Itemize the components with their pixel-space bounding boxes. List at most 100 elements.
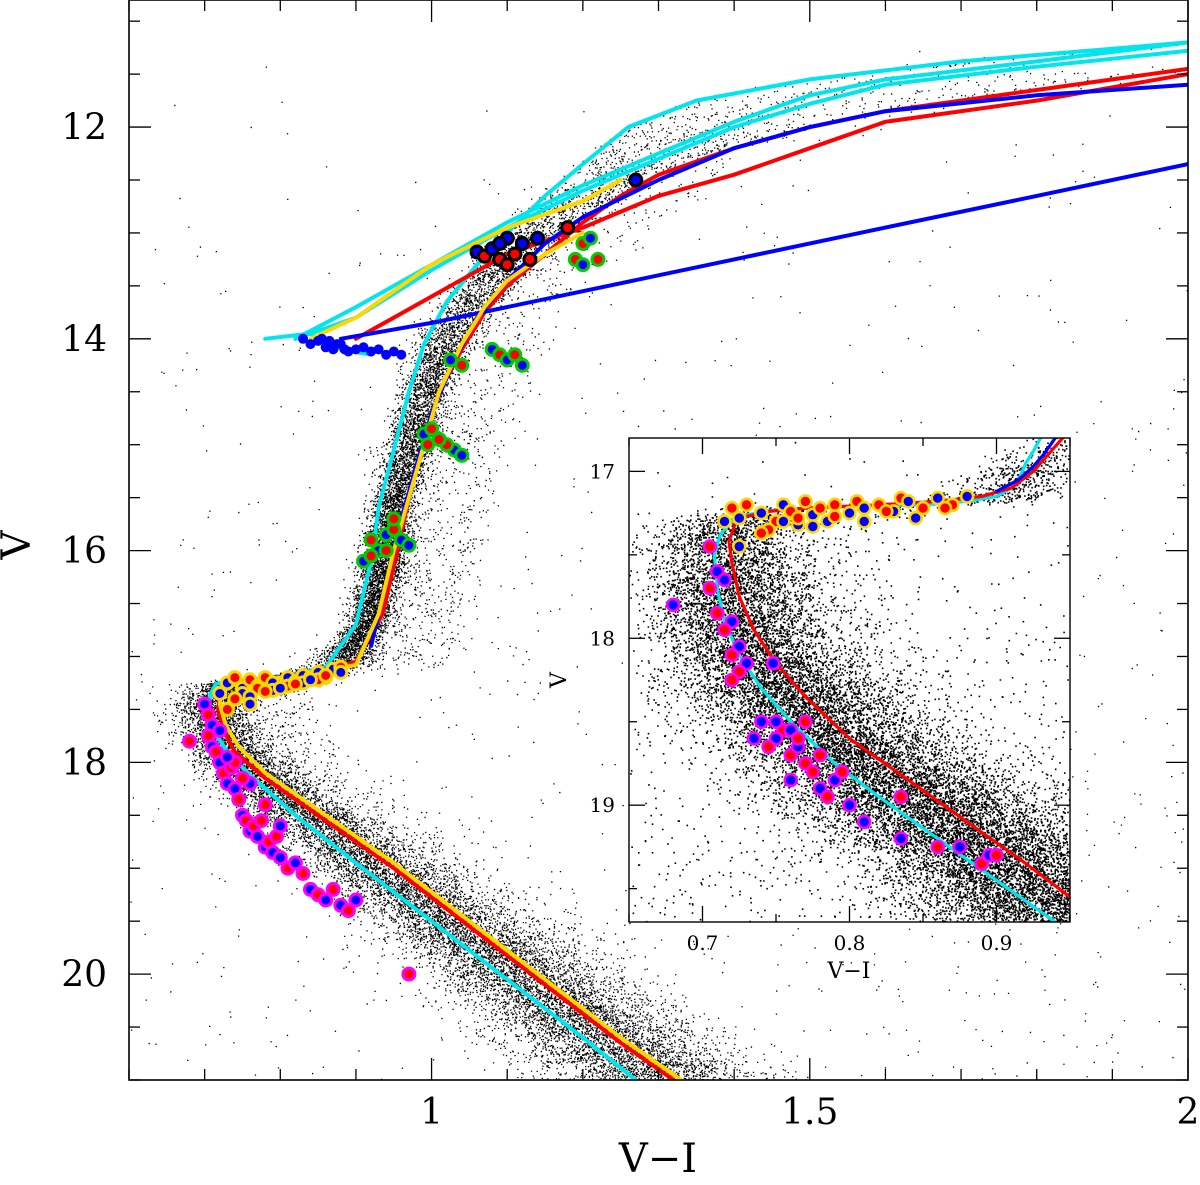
y-tick-label: 18	[61, 743, 107, 784]
star-point	[908, 510, 924, 526]
y-tick-label: 12	[61, 108, 107, 149]
star-point	[820, 789, 835, 805]
star-point	[582, 230, 598, 246]
star-point	[454, 357, 470, 373]
star-point	[316, 333, 327, 344]
series-line-1	[727, 438, 1070, 899]
star-point	[702, 580, 718, 596]
star-point	[856, 514, 872, 529]
star-point	[401, 537, 417, 553]
star-point	[287, 676, 303, 692]
series-markers-12	[182, 696, 417, 982]
star-point	[878, 504, 894, 519]
star-point	[348, 892, 364, 908]
star-point	[363, 548, 379, 564]
star-point	[856, 500, 872, 516]
star-point	[340, 903, 356, 919]
star-point	[530, 230, 545, 246]
star-point	[628, 172, 644, 188]
star-point	[401, 966, 417, 982]
star-point	[253, 813, 269, 829]
star-point	[386, 511, 402, 527]
star-point	[753, 714, 769, 730]
series-markers-3	[717, 489, 975, 554]
series-line-0	[206, 40, 1188, 1080]
star-point	[522, 251, 538, 267]
star-point	[339, 344, 350, 355]
series-line-5	[353, 72, 1188, 341]
star-point	[219, 749, 235, 765]
star-point	[219, 701, 235, 717]
star-point	[272, 680, 288, 696]
star-point	[989, 847, 1004, 863]
star-point	[827, 497, 843, 513]
series-markers-13	[469, 172, 644, 273]
star-point	[842, 797, 857, 813]
star-point	[318, 668, 334, 683]
main-axis-ticks: 1 1.5 2 12 14 16 18 20	[61, 0, 1199, 1133]
main-xaxis-label: V−I	[618, 1136, 697, 1182]
inset-xaxis-label: V−I	[826, 959, 870, 984]
star-point	[378, 543, 394, 559]
x-tick-label: 1.5	[781, 1092, 838, 1133]
series-markers-10	[356, 230, 606, 569]
series-markers-14	[298, 333, 407, 360]
inset-yaxis-label: V	[547, 671, 572, 689]
star-point	[915, 500, 931, 516]
inset-plot-panel: 0.7 0.8 0.9 17 18 19 V−I V	[547, 437, 1071, 984]
star-point	[790, 510, 806, 526]
star-point	[235, 770, 250, 786]
star-point	[325, 881, 341, 897]
y-tick-label: 18	[590, 626, 615, 650]
star-point	[900, 494, 916, 509]
star-point	[805, 764, 821, 780]
star-point	[358, 342, 369, 353]
y-tick-label: 19	[590, 793, 615, 817]
inset-series-layer	[665, 438, 1070, 922]
star-point	[709, 605, 725, 621]
star-point	[257, 797, 273, 813]
star-point	[798, 714, 813, 730]
star-point	[272, 818, 288, 834]
star-point	[363, 532, 379, 548]
star-point	[318, 892, 334, 908]
main-series-layer	[182, 40, 1188, 1080]
star-point	[893, 831, 909, 846]
star-point	[717, 514, 732, 529]
star-point	[761, 739, 776, 755]
star-point	[454, 447, 470, 463]
star-point	[492, 236, 508, 251]
x-tick-label: 0.8	[834, 931, 866, 955]
star-point	[812, 500, 828, 516]
star-point	[242, 696, 258, 712]
star-point	[765, 655, 781, 671]
field-star-dots	[629, 438, 1070, 922]
star-point	[303, 672, 318, 688]
star-point	[212, 723, 228, 739]
star-point	[746, 731, 762, 746]
star-point	[350, 344, 361, 355]
star-point	[332, 339, 342, 350]
star-point	[212, 686, 228, 701]
star-point	[575, 257, 591, 273]
star-point	[295, 866, 311, 881]
star-point	[333, 664, 349, 680]
star-point	[388, 346, 399, 357]
series-line-2	[994, 438, 1057, 493]
series-line-7	[338, 162, 1188, 341]
star-point	[739, 497, 754, 513]
star-point	[768, 714, 784, 730]
star-point	[227, 670, 243, 686]
star-point	[731, 539, 747, 554]
star-point	[753, 505, 769, 521]
star-point	[856, 814, 872, 830]
star-point	[507, 347, 523, 363]
star-point	[930, 490, 946, 506]
star-point	[514, 357, 530, 373]
star-point	[257, 683, 273, 699]
star-point	[381, 349, 392, 360]
star-point	[717, 622, 732, 638]
star-point	[930, 839, 946, 855]
star-point	[590, 251, 606, 267]
